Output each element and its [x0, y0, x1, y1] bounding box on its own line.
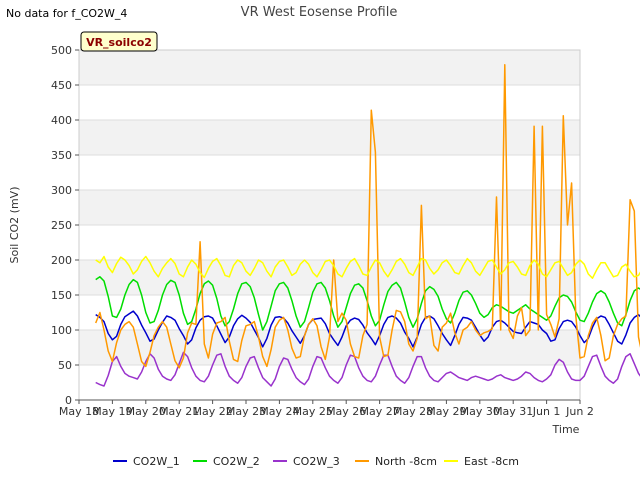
- site-label-box: VR_soilco2: [80, 31, 158, 52]
- legend-item: CO2W_3: [273, 455, 340, 468]
- plot-band: [79, 120, 580, 155]
- x-tick-label: May 24: [259, 405, 299, 418]
- plot-background-bands: [79, 49, 580, 401]
- series-line-east-8cm: [95, 255, 640, 279]
- x-tick-label: May 29: [426, 405, 466, 418]
- x-tick-label: May 27: [359, 405, 399, 418]
- legend-label: CO2W_1: [133, 455, 180, 468]
- legend-label: East -8cm: [464, 455, 519, 468]
- legend-item: North -8cm: [355, 455, 437, 468]
- y-tick-label: 100: [51, 324, 72, 337]
- x-tick-label: May 31: [493, 405, 533, 418]
- y-axis-ticks: 0 50 100 150 200 250 300 350 400 450 500: [51, 44, 79, 407]
- plot-band: [79, 365, 580, 400]
- x-axis-label: Time: [552, 423, 580, 436]
- y-tick-label: 150: [51, 289, 72, 302]
- x-tick-label: May 25: [293, 405, 333, 418]
- legend-item: CO2W_1: [113, 455, 180, 468]
- x-tick-label: Jun 2: [565, 405, 594, 418]
- legend-item: East -8cm: [444, 455, 519, 468]
- site-label-text: VR_soilco2: [86, 36, 152, 49]
- y-tick-label: 50: [58, 359, 72, 372]
- series-line-co2w-1: [95, 310, 640, 348]
- y-tick-label: 450: [51, 79, 72, 92]
- plot-band: [79, 85, 580, 120]
- x-tick-label: May 30: [460, 405, 500, 418]
- x-tick-label: May 18: [59, 405, 99, 418]
- y-tick-label: 250: [51, 219, 72, 232]
- plot-band: [79, 155, 580, 190]
- legend-label: CO2W_2: [213, 455, 260, 468]
- y-tick-label: 350: [51, 149, 72, 162]
- legend-label: CO2W_3: [293, 455, 340, 468]
- y-tick-label: 400: [51, 114, 72, 127]
- plot-band: [79, 190, 580, 225]
- no-data-message: No data for f_CO2W_4: [6, 7, 128, 20]
- x-tick-label: May 22: [192, 405, 232, 418]
- legend-label: North -8cm: [375, 455, 437, 468]
- x-tick-label: May 19: [92, 405, 132, 418]
- plot-band: [79, 260, 580, 295]
- plot-band: [79, 50, 580, 85]
- series-lines: [95, 63, 640, 387]
- x-tick-label: Jun 1: [532, 405, 561, 418]
- y-tick-label: 500: [51, 44, 72, 57]
- y-tick-label: 0: [65, 394, 72, 407]
- chart-title: VR West Eosense Profile: [241, 5, 398, 20]
- legend-item: CO2W_2: [193, 455, 260, 468]
- legend: CO2W_1 CO2W_2 CO2W_3 North -8cm East -8cm: [113, 455, 519, 468]
- site-label-background: [80, 31, 158, 52]
- y-tick-label: 300: [51, 184, 72, 197]
- x-tick-label: May 23: [226, 405, 266, 418]
- x-tick-label: May 21: [159, 405, 199, 418]
- plot-band: [79, 225, 580, 260]
- x-tick-label: May 20: [126, 405, 166, 418]
- series-line-north-8cm: [95, 63, 640, 369]
- y-tick-label: 200: [51, 254, 72, 267]
- x-tick-label: May 26: [326, 405, 366, 418]
- y-axis-label: Soil CO2 (mV): [8, 187, 21, 264]
- x-tick-label: May 28: [393, 405, 433, 418]
